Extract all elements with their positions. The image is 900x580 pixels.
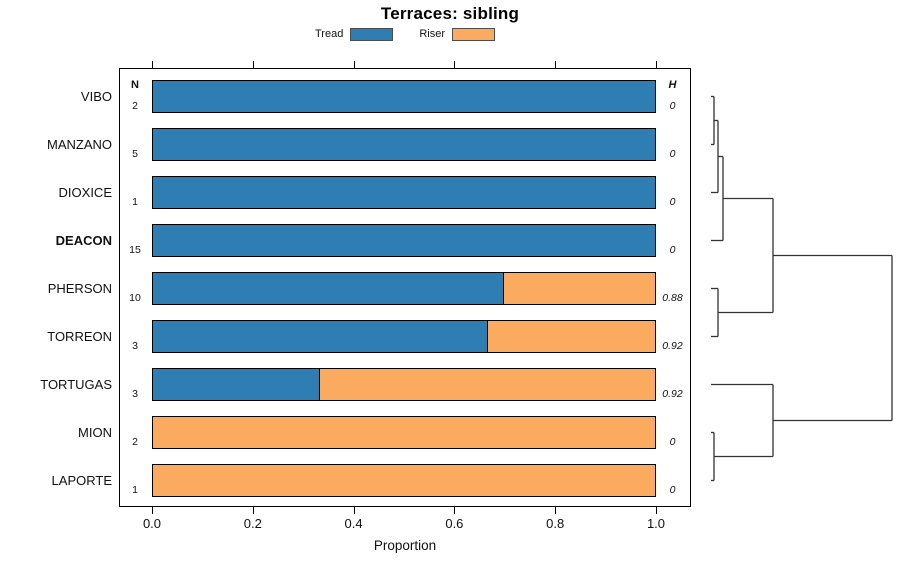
category-label: TORTUGAS [40,376,112,392]
category-label: DEACON [55,232,112,248]
h-value: 0 [669,435,676,448]
axis-tick-bottom [152,507,153,514]
axis-tick-top [152,61,153,68]
axis-tick-label: 0.0 [142,516,162,531]
bar-segment-tread [153,81,655,112]
n-value: 3 [132,387,138,400]
h-value: 0 [669,483,676,496]
category-label: VIBO [80,88,112,104]
n-value: 10 [129,291,141,304]
axis-tick-label: 1.0 [646,516,666,531]
bar-segment-tread [153,369,321,400]
stacked-bar [152,128,656,161]
n-value: 3 [132,339,138,352]
category-label: MION [78,424,112,440]
h-value: 0 [669,195,676,208]
axis-tick-label: 0.6 [445,516,464,531]
stacked-bar [152,176,656,209]
n-value: 5 [132,147,138,160]
stacked-bar [152,224,656,257]
axis-tick-bottom [555,507,557,514]
stacked-bar [152,320,656,353]
legend-swatch-riser [452,27,495,41]
n-value: 2 [132,435,138,448]
n-value: 15 [129,243,141,256]
n-value: 2 [132,99,138,112]
axis-tick-label: 0.2 [243,516,262,531]
legend-label-tread: Tread [315,28,344,40]
category-label: PHERSON [47,280,112,296]
chart-title: Terraces: sibling [380,4,520,23]
bar-segment-tread [153,273,505,304]
bar-segment-tread [153,177,655,208]
axis-tick-bottom [353,507,355,514]
axis-tick-top [555,61,557,68]
axis-tick-bottom [656,507,657,514]
legend-item-riser: Riser [419,27,495,41]
axis-tick-label: 0.4 [344,516,363,531]
legend-item-tread: Tread [315,27,394,41]
axis-tick-label: 0.8 [546,516,565,531]
h-value: 0.88 [662,291,683,304]
h-value: 0.92 [662,339,683,352]
category-label: MANZANO [47,136,112,152]
axis-tick-top [252,61,254,68]
stacked-bar [152,272,656,305]
axis-tick-bottom [454,507,456,514]
stacked-bar [152,80,656,113]
stacked-bar [152,464,656,497]
legend-label-riser: Riser [419,28,445,40]
h-column-header: H [668,79,677,91]
category-label: DIOXICE [58,184,112,200]
n-value: 1 [132,483,138,496]
axis-tick-top [656,61,657,68]
legend: Tread Riser [119,26,691,42]
axis-tick-top [454,61,456,68]
bar-segment-tread [153,321,488,352]
bar-segment-tread [153,129,655,160]
axis-tick-top [353,61,355,68]
x-axis-title: Proportion [373,538,437,553]
legend-swatch-tread [350,27,394,41]
bar-segment-tread [153,225,655,256]
h-value: 0.92 [662,387,683,400]
n-value: 1 [132,195,138,208]
axis-tick-bottom [252,507,254,514]
category-label: TORREON [47,328,112,344]
category-label: LAPORTE [51,472,112,488]
stacked-bar [152,368,656,401]
h-value: 0 [669,99,676,112]
h-value: 0 [669,243,676,256]
h-value: 0 [669,147,676,160]
stacked-bar [152,416,656,449]
n-column-header: N [131,79,139,91]
